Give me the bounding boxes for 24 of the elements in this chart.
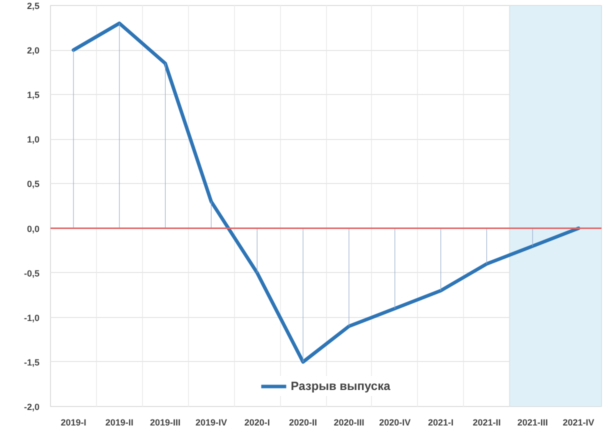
y-tick-label: 1,0 — [26, 134, 40, 145]
y-tick-label: -0,5 — [24, 268, 40, 278]
y-tick-label: -1,0 — [24, 312, 40, 323]
x-tick-label: 2021-III — [517, 418, 548, 428]
x-tick-label: 2020-IV — [379, 418, 411, 428]
y-tick-label: 2,0 — [26, 46, 40, 56]
x-tick-label: 2019-I — [60, 418, 86, 428]
x-tick-label: 2019-II — [105, 418, 134, 428]
legend-label: Разрыв выпуска — [290, 379, 390, 393]
y-tick-label: -2,0 — [24, 402, 40, 412]
x-tick-label: 2020-II — [289, 418, 318, 428]
y-tick-label: -1,5 — [24, 357, 40, 368]
x-tick-label: 2021-I — [428, 418, 454, 428]
x-tick-label: 2021-II — [472, 418, 501, 428]
x-tick-label: 2020-III — [334, 418, 364, 428]
x-tick-label: 2019-III — [150, 418, 181, 428]
y-tick-label: 0,5 — [26, 179, 40, 190]
y-tick-label: 0,0 — [26, 224, 40, 234]
x-tick-label: 2021-IV — [562, 418, 594, 428]
y-tick-label: 2,5 — [26, 1, 40, 11]
x-tick-label: 2020-I — [244, 418, 270, 428]
x-tick-label: 2019-IV — [195, 418, 227, 428]
y-tick-label: 1,5 — [26, 90, 40, 100]
line-series — [72, 22, 580, 364]
